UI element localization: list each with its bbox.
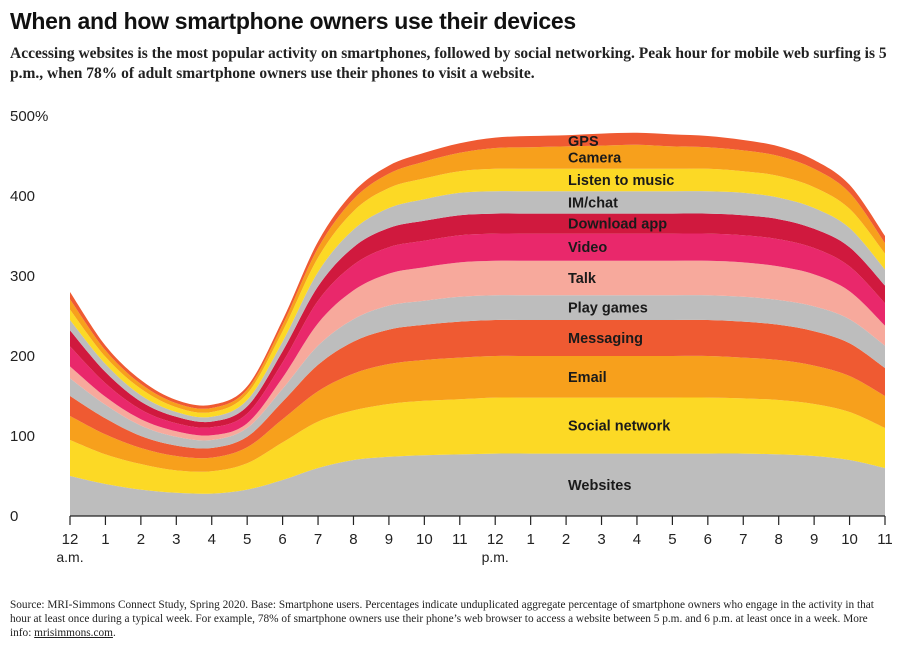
x-tick-label: 1 bbox=[101, 531, 109, 548]
x-tick-label: 9 bbox=[385, 531, 393, 548]
x-tick-label: 8 bbox=[349, 531, 357, 548]
series-label-talk: Talk bbox=[568, 271, 597, 287]
x-tick-label: 1 bbox=[526, 531, 534, 548]
x-tick-label: 6 bbox=[278, 531, 286, 548]
x-tick-label: 10 bbox=[416, 531, 433, 548]
y-tick-label: 100 bbox=[10, 428, 35, 445]
x-tick-label: 11 bbox=[877, 531, 893, 548]
x-tick-label: 2 bbox=[562, 531, 570, 548]
x-tick-label: 5 bbox=[243, 531, 251, 548]
y-tick-label: 200 bbox=[10, 348, 35, 365]
area-video bbox=[70, 233, 885, 436]
area-layers bbox=[70, 132, 885, 516]
x-tick-label: 3 bbox=[172, 531, 180, 548]
x-tick-label: 8 bbox=[775, 531, 783, 548]
series-label-im-chat: IM/chat bbox=[568, 195, 618, 211]
x-tick-label: 4 bbox=[208, 531, 216, 548]
area-play-games bbox=[70, 295, 885, 449]
x-tick-label: 3 bbox=[597, 531, 605, 548]
series-label-social-network: Social network bbox=[568, 419, 671, 435]
y-tick-label: 300 bbox=[10, 268, 35, 285]
x-tick-label: 7 bbox=[739, 531, 747, 548]
series-label-messaging: Messaging bbox=[568, 331, 643, 347]
x-period-label: a.m. bbox=[56, 549, 83, 565]
footnote-end: . bbox=[112, 627, 116, 639]
footnote-text: Source: MRI-Simmons Connect Study, Sprin… bbox=[10, 599, 874, 639]
x-tick-label: 12 bbox=[62, 531, 79, 548]
x-tick-label: 11 bbox=[452, 531, 468, 548]
area-websites bbox=[70, 453, 885, 516]
series-label-email: Email bbox=[568, 370, 607, 386]
area-messaging bbox=[70, 319, 885, 459]
more-info-link[interactable]: mrisimmons.com bbox=[34, 627, 113, 639]
chart-title: When and how smartphone owners use their… bbox=[10, 8, 576, 34]
stacked-area-chart: Websites Social network Email Messaging Play… bbox=[10, 108, 893, 565]
area-email bbox=[70, 355, 885, 472]
x-period-label: p.m. bbox=[482, 549, 509, 565]
area-listen-to-music bbox=[70, 168, 885, 418]
area-gps bbox=[70, 132, 885, 409]
x-tick-label: 12 bbox=[487, 531, 504, 548]
series-label-video: Video bbox=[568, 240, 607, 256]
series-labels: Websites Social network Email Messaging Play… bbox=[568, 134, 674, 494]
x-tick-label: 7 bbox=[314, 531, 322, 548]
y-axis: 0 100 200 300 400 500% bbox=[10, 108, 48, 525]
x-tick-label: 5 bbox=[668, 531, 676, 548]
x-tick-label: 2 bbox=[137, 531, 145, 548]
area-talk bbox=[70, 260, 885, 441]
x-tick-label: 9 bbox=[810, 531, 818, 548]
source-footnote: Source: MRI-Simmons Connect Study, Sprin… bbox=[10, 598, 890, 640]
series-label-camera: Camera bbox=[568, 151, 622, 167]
x-tick-label: 4 bbox=[633, 531, 641, 548]
area-social-network bbox=[70, 397, 885, 494]
chart-subtitle: Accessing websites is the most popular a… bbox=[10, 45, 887, 82]
x-tick-label: 6 bbox=[704, 531, 712, 548]
series-label-gps: GPS bbox=[568, 134, 599, 150]
series-label-download-app: Download app bbox=[568, 217, 667, 233]
area-camera bbox=[70, 144, 885, 413]
y-tick-label: 500% bbox=[10, 108, 48, 125]
series-label-websites: Websites bbox=[568, 478, 631, 494]
y-tick-label: 400 bbox=[10, 188, 35, 205]
x-axis: 12 1 2 3 4 5 6 7 8 9 10 11 12 1 2 3 4 5 6 7 8 9 10 11a.m. p.m. bbox=[56, 515, 893, 565]
x-tick-label: 10 bbox=[841, 531, 858, 548]
area-im-chat bbox=[70, 191, 885, 423]
area-download-app bbox=[70, 213, 885, 428]
y-tick-label: 0 bbox=[10, 508, 18, 525]
series-label-play-games: Play games bbox=[568, 301, 648, 317]
series-label-listen-to-music: Listen to music bbox=[568, 173, 674, 189]
